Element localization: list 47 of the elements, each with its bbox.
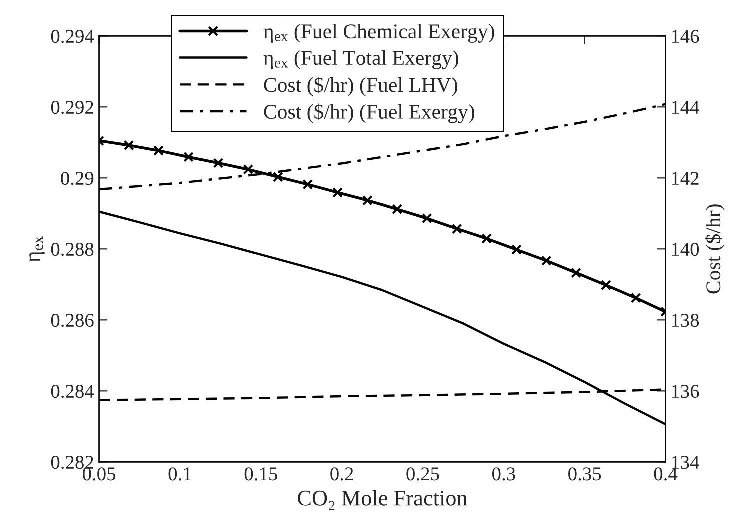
point	[422, 213, 432, 224]
x-tick-label: 0.4	[654, 468, 678, 481]
y2-tick-label: 144	[672, 101, 700, 114]
x-tick-label: 0.1	[168, 468, 192, 481]
y-tick-label: 0.29	[61, 172, 94, 186]
point	[630, 292, 642, 304]
x-axis-title: CO₂ Mole Fraction	[298, 490, 468, 510]
y-tick-label: 0.288	[51, 242, 94, 256]
x-tick-label: 0.05	[83, 468, 116, 481]
point	[124, 140, 134, 151]
point	[392, 204, 403, 215]
y-tick-label: 0.282	[51, 456, 94, 470]
y-axis-title: η$_{ex}$	[30, 236, 45, 262]
y-tick-label: 0.292	[51, 100, 94, 114]
x-tick-label: 0.35	[568, 468, 602, 481]
y2-tick-label: 140	[672, 242, 700, 256]
point	[511, 244, 522, 256]
y-tick-label: 0.294	[51, 30, 94, 44]
point	[302, 179, 314, 190]
y2-tick-label: 136	[672, 385, 700, 398]
point	[541, 256, 552, 266]
point	[184, 152, 194, 162]
point	[213, 158, 224, 168]
y2-tick-label: 138	[672, 314, 700, 328]
y2-tick-label: 134	[672, 456, 700, 470]
legend-label: η$_{ex}$ (Fuel Chemical Exergy)	[264, 24, 494, 43]
point	[154, 146, 164, 156]
y2-tick-label: 146	[672, 30, 700, 44]
point	[600, 280, 612, 291]
point	[272, 172, 284, 182]
point	[571, 268, 582, 278]
point	[243, 164, 254, 175]
x-tick-label: 0.25	[406, 468, 440, 481]
point	[362, 195, 373, 206]
x-tick-label: 0.15	[244, 468, 278, 481]
x-tick-label: 0.3	[492, 468, 516, 481]
point	[332, 188, 344, 198]
y2-axis-title: Cost ($/hr)	[705, 204, 725, 294]
point	[482, 234, 492, 244]
point	[452, 224, 462, 234]
x-tick-label: 0.2	[330, 468, 354, 481]
legend-label: Cost ($/hr) (Fuel LHV)	[264, 76, 458, 96]
legend-label: η$_{ex}$ (Fuel Total Exergy)	[264, 50, 458, 70]
y-tick-label: 0.284	[51, 384, 94, 398]
legend-label: Cost ($/hr) (Fuel Exergy)	[264, 104, 474, 124]
y-tick-label: 0.286	[51, 314, 94, 328]
y2-tick-label: 142	[672, 172, 699, 185]
